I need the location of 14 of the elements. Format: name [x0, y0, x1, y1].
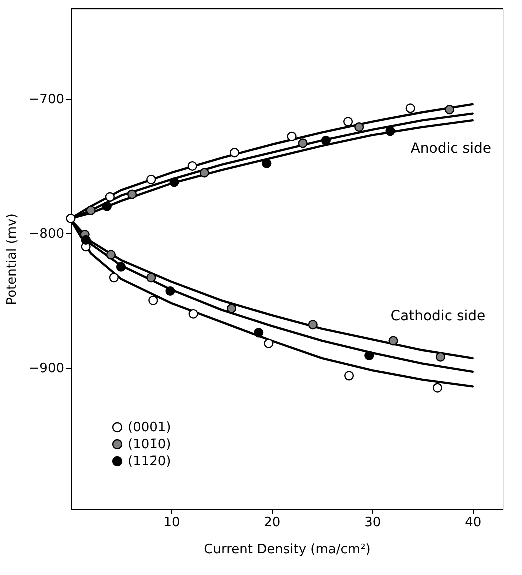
legend-label: (101̄0)	[128, 438, 172, 452]
legend-label: (0001)	[128, 420, 172, 436]
x-axis-title: Current Density (ma/cm²)	[204, 542, 371, 558]
y-axis-title: Potential (mv)	[4, 214, 20, 306]
legend-label: (112̄0)	[128, 454, 172, 470]
annotation: Anodic side	[410, 141, 492, 157]
y-tick-label: −800	[28, 226, 64, 242]
x-tick-label: 40	[465, 516, 482, 530]
y-tick-label: −700	[28, 92, 64, 108]
y-tick-label: −900	[28, 361, 64, 376]
x-tick-label: 20	[264, 516, 281, 530]
x-tick-label: 30	[364, 516, 382, 530]
x-tick-label: 10	[164, 516, 180, 530]
annotation: Cathodic side	[390, 308, 486, 324]
